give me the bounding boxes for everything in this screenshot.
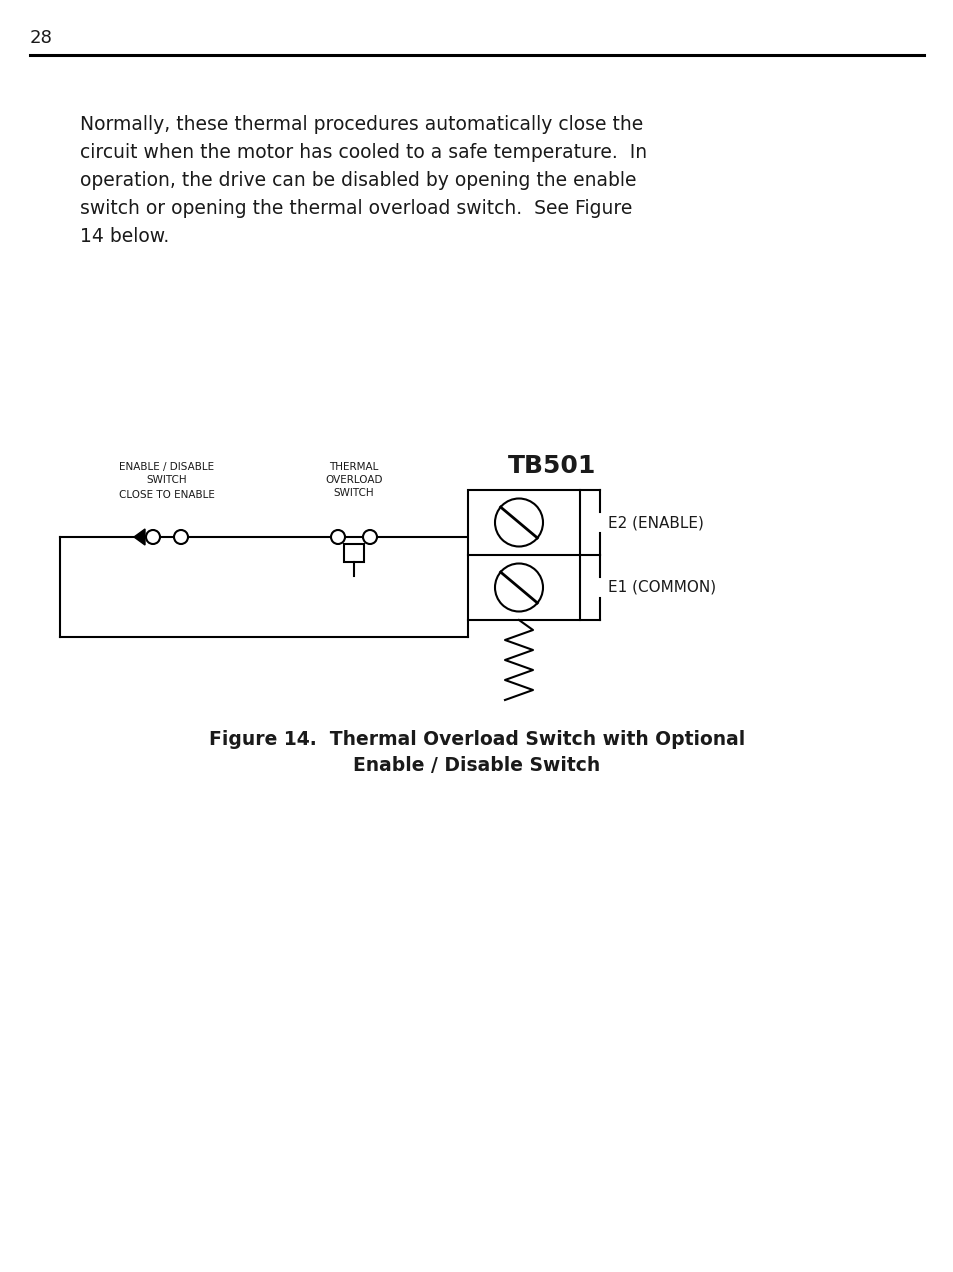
Text: operation, the drive can be disabled by opening the enable: operation, the drive can be disabled by … <box>80 170 636 190</box>
Bar <box>468 490 579 619</box>
Text: TB501: TB501 <box>507 454 596 478</box>
Circle shape <box>331 530 345 544</box>
Circle shape <box>363 530 376 544</box>
Text: SWITCH: SWITCH <box>334 488 374 499</box>
Circle shape <box>173 530 188 544</box>
Text: switch or opening the thermal overload switch.  See Figure: switch or opening the thermal overload s… <box>80 198 632 218</box>
Text: circuit when the motor has cooled to a safe temperature.  In: circuit when the motor has cooled to a s… <box>80 142 646 162</box>
Circle shape <box>495 499 542 547</box>
Bar <box>344 544 364 562</box>
Text: 14 below.: 14 below. <box>80 226 169 245</box>
Text: SWITCH: SWITCH <box>147 474 187 485</box>
Text: 28: 28 <box>30 29 52 47</box>
Circle shape <box>146 530 160 544</box>
Text: Figure 14.  Thermal Overload Switch with Optional: Figure 14. Thermal Overload Switch with … <box>209 730 744 749</box>
Text: OVERLOAD: OVERLOAD <box>325 474 382 485</box>
Text: Enable / Disable Switch: Enable / Disable Switch <box>353 756 600 775</box>
Text: THERMAL: THERMAL <box>329 462 378 472</box>
Text: ENABLE / DISABLE: ENABLE / DISABLE <box>119 462 214 472</box>
Text: E2 (ENABLE): E2 (ENABLE) <box>607 515 703 530</box>
Circle shape <box>495 563 542 612</box>
Polygon shape <box>133 529 145 544</box>
Text: Normally, these thermal procedures automatically close the: Normally, these thermal procedures autom… <box>80 114 642 134</box>
Text: E1 (COMMON): E1 (COMMON) <box>607 580 716 595</box>
Text: CLOSE TO ENABLE: CLOSE TO ENABLE <box>119 490 214 500</box>
